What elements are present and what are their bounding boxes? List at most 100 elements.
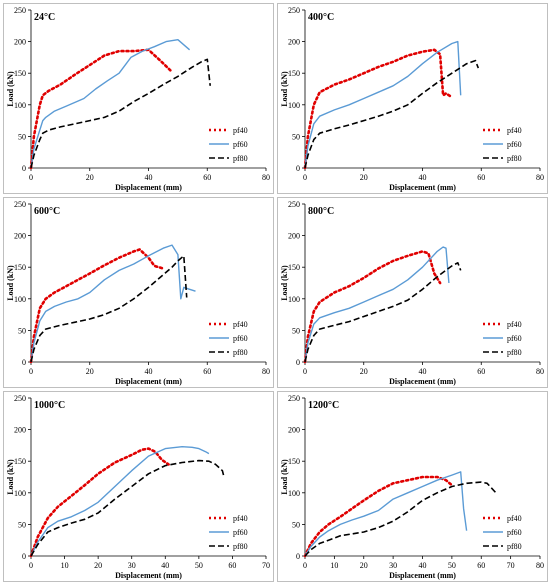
chart-panel-3: 0 50 100 150 200 250 0 20 40 60 80 Displacement (mm… — [277, 197, 548, 388]
series-line-pf60 — [304, 40, 462, 169]
x-tick-label: 40 — [419, 367, 427, 376]
y-axis-title: Load (kN) — [6, 459, 15, 495]
series-line-pf40 — [29, 248, 165, 364]
legend-label-pf40: pf40 — [233, 126, 248, 135]
x-tick-label: 10 — [61, 561, 69, 570]
chart-panel-2: 0 50 100 150 200 250 0 20 40 60 80 Displacement (mm… — [3, 197, 274, 388]
y-tick-label: 0 — [296, 552, 300, 561]
x-tick-label: 80 — [536, 561, 544, 570]
chart-frame — [277, 3, 548, 194]
legend-label-pf60: pf60 — [233, 334, 248, 343]
y-tick-label: 0 — [22, 358, 26, 367]
chart-title: 24°C — [34, 12, 55, 23]
y-tick-label: 50 — [18, 326, 26, 335]
y-tick-label: 250 — [288, 200, 300, 209]
x-tick-label: 0 — [303, 367, 307, 376]
x-axis-title: Displacement (mm) — [115, 183, 182, 192]
y-tick-label: 150 — [288, 457, 300, 466]
legend-label-pf40: pf40 — [233, 514, 248, 523]
y-tick-label: 0 — [296, 164, 300, 173]
legend-label-pf80: pf80 — [507, 348, 522, 357]
legend-label-pf80: pf80 — [507, 542, 522, 551]
y-axis-title: Load (kN) — [280, 459, 289, 495]
x-tick-label: 80 — [262, 173, 270, 182]
x-tick-label: 20 — [360, 173, 368, 182]
y-tick-label: 100 — [14, 489, 26, 498]
y-tick-label: 250 — [14, 394, 26, 403]
x-tick-label: 70 — [507, 561, 515, 570]
series-line-pf60 — [30, 39, 191, 169]
x-tick-label: 40 — [145, 173, 153, 182]
series-line-pf80 — [30, 58, 211, 169]
series-line-pf40 — [303, 250, 442, 364]
x-tick-label: 60 — [477, 561, 485, 570]
y-tick-label: 50 — [292, 520, 300, 529]
x-axis-title: Displacement (mm) — [115, 571, 182, 580]
legend-label-pf60: pf60 — [507, 140, 522, 149]
x-tick-label: 0 — [303, 561, 307, 570]
x-tick-label: 70 — [262, 561, 270, 570]
x-tick-label: 40 — [145, 367, 153, 376]
series-line-pf80 — [304, 261, 462, 363]
y-tick-label: 100 — [288, 295, 300, 304]
y-axis-title: Load (kN) — [280, 71, 289, 107]
x-axis-title: Displacement (mm) — [389, 377, 456, 386]
y-tick-label: 0 — [22, 164, 26, 173]
chart-title: 1200°C — [308, 400, 339, 411]
y-axis-title: Load (kN) — [280, 265, 289, 301]
x-tick-label: 20 — [86, 173, 94, 182]
x-tick-label: 30 — [389, 561, 397, 570]
x-tick-label: 20 — [360, 367, 368, 376]
x-tick-label: 0 — [303, 173, 307, 182]
chart-frame — [277, 391, 548, 582]
series-line-pf40 — [303, 475, 454, 558]
y-tick-label: 50 — [18, 520, 26, 529]
x-tick-label: 60 — [203, 367, 211, 376]
series-line-pf80 — [30, 459, 225, 557]
legend-label-pf40: pf40 — [233, 320, 248, 329]
legend-label-pf80: pf80 — [233, 542, 248, 551]
chart-panel-1: 0 50 100 150 200 250 0 20 40 60 80 Displacement (mm… — [277, 3, 548, 194]
legend-label-pf60: pf60 — [233, 528, 248, 537]
x-tick-label: 50 — [448, 561, 456, 570]
series-line-pf40 — [303, 48, 454, 170]
x-tick-label: 60 — [228, 561, 236, 570]
x-tick-label: 30 — [128, 561, 136, 570]
y-tick-label: 50 — [18, 132, 26, 141]
y-tick-label: 150 — [288, 69, 300, 78]
x-tick-label: 60 — [203, 173, 211, 182]
y-tick-label: 50 — [292, 326, 300, 335]
y-tick-label: 150 — [14, 69, 26, 78]
x-axis-title: Displacement (mm) — [389, 571, 456, 580]
y-tick-label: 100 — [288, 101, 300, 110]
x-tick-label: 60 — [477, 173, 485, 182]
x-tick-label: 20 — [360, 561, 368, 570]
chart-panel-5: 0 50 100 150 200 250 0 10 20 30 40 50 60 70 80 Displace… — [277, 391, 548, 582]
chart-title: 600°C — [34, 206, 60, 217]
chart-frame — [3, 391, 274, 582]
x-axis-title: Displacement (mm) — [389, 183, 456, 192]
y-tick-label: 200 — [288, 426, 300, 435]
x-tick-label: 80 — [536, 173, 544, 182]
x-tick-label: 20 — [94, 561, 102, 570]
series-line-pf60 — [30, 446, 210, 557]
x-tick-label: 20 — [86, 367, 94, 376]
legend-label-pf40: pf40 — [507, 320, 522, 329]
y-tick-label: 100 — [14, 295, 26, 304]
y-tick-label: 250 — [14, 6, 26, 15]
x-tick-label: 0 — [29, 561, 33, 570]
y-axis-title: Load (kN) — [6, 71, 15, 107]
legend-label-pf40: pf40 — [507, 514, 522, 523]
y-tick-label: 50 — [292, 132, 300, 141]
y-tick-label: 0 — [296, 358, 300, 367]
x-tick-label: 60 — [477, 367, 485, 376]
y-tick-label: 200 — [14, 38, 26, 47]
x-tick-label: 80 — [262, 367, 270, 376]
y-tick-label: 200 — [288, 232, 300, 241]
legend-label-pf80: pf80 — [233, 154, 248, 163]
chart-title: 800°C — [308, 206, 334, 217]
y-tick-label: 200 — [14, 232, 26, 241]
y-tick-label: 250 — [288, 6, 300, 15]
legend-label-pf40: pf40 — [507, 126, 522, 135]
series-line-pf80 — [304, 481, 497, 557]
